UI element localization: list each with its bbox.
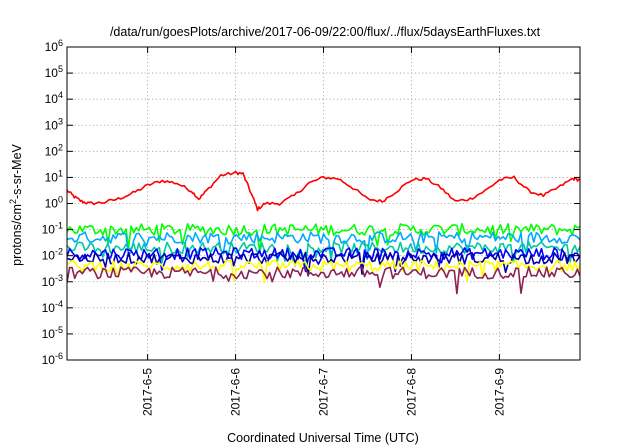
y-tick-exp: 2 (58, 142, 63, 152)
y-tick-base: 10 (42, 223, 56, 237)
y-tick-base: 10 (42, 249, 56, 263)
y-tick-label: 10-2 (42, 247, 63, 263)
y-tick-label: 10-3 (42, 273, 63, 289)
y-tick-label: 10-5 (42, 325, 63, 341)
grid-lines (67, 47, 580, 360)
plot-frame (66, 46, 581, 361)
y-tick-base: 10 (42, 353, 56, 367)
y-tick-exp: -1 (55, 221, 63, 231)
y-tick-label: 104 (45, 90, 63, 106)
series-line-0 (67, 170, 580, 212)
y-tick-label: 10-1 (42, 221, 63, 237)
y-tick-base: 10 (45, 118, 59, 132)
x-tick-label: 2017-6-9 (492, 368, 506, 416)
y-tick-base: 10 (45, 66, 59, 80)
x-tick-label: 2017-6-7 (317, 368, 331, 416)
y-tick-base: 10 (45, 170, 59, 184)
y-tick-label: 102 (45, 142, 63, 158)
y-tick-exp: -5 (55, 325, 63, 335)
series-line-1 (67, 222, 580, 252)
axes: 10-610-510-410-310-210-11001011021031041… (42, 38, 581, 416)
x-axis-title: Coordinated Universal Time (UTC) (227, 431, 419, 445)
y-tick-label: 106 (45, 38, 63, 54)
y-tick-base: 10 (45, 40, 59, 54)
y-tick-exp: 0 (58, 195, 63, 205)
y-tick-base: 10 (42, 275, 56, 289)
y-axis-title-post: -s-sr-MeV (10, 143, 24, 199)
x-tick-label: 2017-6-5 (141, 368, 155, 416)
series-line-6 (67, 259, 580, 283)
y-tick-base: 10 (45, 92, 59, 106)
y-tick-base: 10 (45, 144, 59, 158)
x-tick-label: 2017-6-8 (404, 368, 418, 416)
series-line-4 (67, 247, 580, 273)
y-tick-label: 101 (45, 168, 63, 184)
chart-title: /data/run/goesPlots/archive/2017-06-09/2… (110, 25, 541, 39)
y-tick-base: 10 (42, 301, 56, 315)
series-line-2 (67, 231, 580, 260)
x-tick-label: 2017-6-6 (229, 368, 243, 416)
y-tick-label: 10-4 (42, 299, 63, 315)
y-tick-exp: -3 (55, 273, 63, 283)
series-line-3 (67, 241, 580, 269)
y-tick-exp: 4 (58, 90, 63, 100)
y-tick-label: 10-6 (42, 351, 63, 367)
y-tick-base: 10 (45, 197, 59, 211)
y-tick-exp: 6 (58, 38, 63, 48)
y-tick-exp: 3 (58, 116, 63, 126)
y-tick-exp: 1 (58, 168, 63, 178)
y-tick-exp: -4 (55, 299, 63, 309)
series-layer (67, 170, 580, 295)
y-axis-title: protons/cm2-s-sr-MeV (8, 143, 24, 265)
y-tick-exp: 5 (58, 64, 63, 74)
y-axis-title-pre: protons/cm (10, 204, 24, 266)
y-tick-label: 103 (45, 116, 63, 132)
series-line-7 (67, 266, 580, 295)
series-line-5 (67, 251, 580, 277)
y-tick-label: 100 (45, 195, 63, 211)
y-axis-title-sup: 2 (8, 199, 18, 204)
y-tick-exp: -6 (55, 351, 63, 361)
y-tick-exp: -2 (55, 247, 63, 257)
y-tick-base: 10 (42, 327, 56, 341)
y-tick-label: 105 (45, 64, 63, 80)
